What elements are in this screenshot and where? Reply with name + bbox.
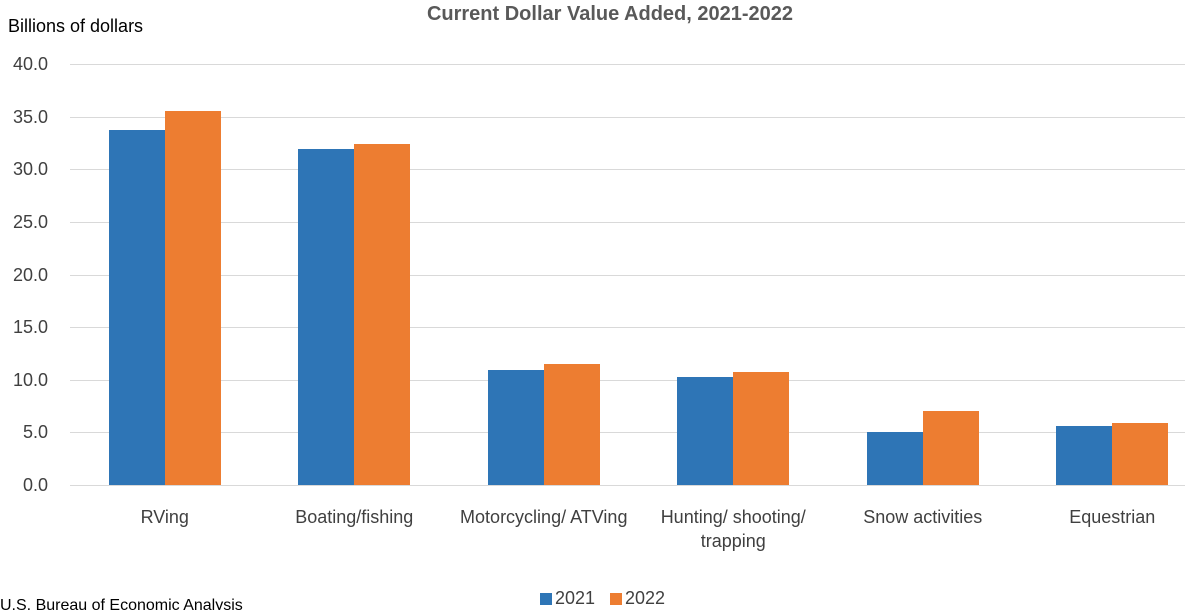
- bar: [1056, 426, 1113, 485]
- grid-line: [70, 222, 1185, 223]
- grid-line: [70, 117, 1185, 118]
- y-tick-label: 35.0: [12, 106, 48, 127]
- grid-line: [70, 169, 1185, 170]
- bar: [298, 149, 355, 485]
- y-tick-label: 0.0: [22, 475, 48, 495]
- bar: [487, 370, 544, 485]
- x-tick-label: Motorcycling/ ATVing: [460, 507, 628, 527]
- grid-line: [70, 64, 1185, 65]
- x-tick-label: Hunting/ shooting/ trapping: [660, 507, 806, 551]
- source: U.S. Bureau of Economic Analysis: [0, 597, 243, 610]
- grid-line: [70, 327, 1185, 328]
- y-tick-label: 25.0: [12, 211, 48, 232]
- bar: [733, 372, 790, 485]
- bar: [108, 130, 165, 485]
- x-tick-label: Snow activities: [863, 507, 983, 527]
- bar: [543, 363, 600, 485]
- legend-label: 2021: [555, 588, 596, 608]
- y-tick-label: 10.0: [12, 369, 48, 390]
- grid-line: [70, 275, 1185, 276]
- y-axis-label: Billions of dollars: [8, 16, 144, 36]
- y-tick-label: 15.0: [12, 317, 48, 338]
- x-tick-label: RVing: [140, 507, 189, 527]
- grid-line: [70, 432, 1185, 433]
- y-tick-label: 40.0: [12, 54, 48, 74]
- bar: [164, 111, 221, 485]
- y-tick-label: 5.0: [22, 422, 48, 443]
- x-tick-label: Equestrian: [1069, 507, 1156, 527]
- x-tick-label: Boating/fishing: [295, 507, 414, 527]
- legend-swatch: [610, 593, 622, 605]
- legend-label: 2022: [625, 588, 666, 608]
- bar: [866, 432, 923, 485]
- y-tick-label: 20.0: [12, 264, 48, 285]
- chart-title: Current Dollar Value Added, 2021-2022: [426, 3, 794, 25]
- bar: [1112, 422, 1169, 485]
- bar: [922, 411, 979, 485]
- legend-swatch: [540, 593, 552, 605]
- grid-line: [70, 485, 1185, 486]
- bar: [677, 376, 734, 485]
- bar: [354, 143, 411, 485]
- grid-line: [70, 380, 1185, 381]
- y-tick-label: 30.0: [12, 159, 48, 180]
